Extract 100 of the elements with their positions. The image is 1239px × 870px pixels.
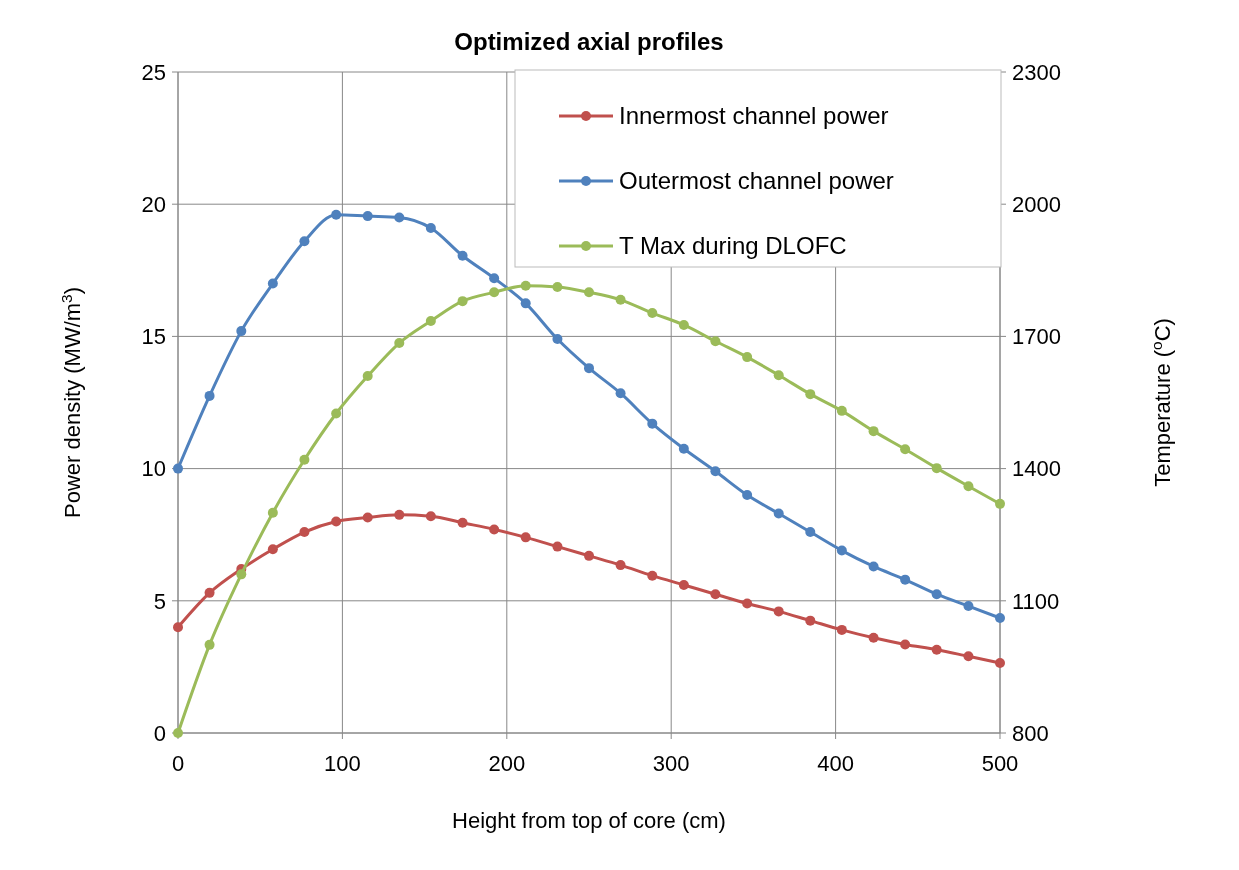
point	[520, 532, 531, 543]
y-tick-label: 0	[153, 720, 166, 746]
point	[552, 541, 563, 552]
point	[331, 516, 342, 527]
point	[678, 579, 689, 590]
point	[584, 363, 594, 374]
y2-tick-label: 2300	[1012, 59, 1061, 85]
chart-title: Optimized axial profiles	[454, 28, 724, 55]
point	[615, 388, 626, 399]
point	[710, 336, 721, 347]
point	[425, 223, 436, 233]
point	[552, 334, 563, 345]
point	[836, 624, 847, 635]
y2-tick-label: 1400	[1012, 456, 1061, 482]
point	[678, 319, 689, 330]
point	[963, 481, 974, 492]
x-tick-label: 300	[652, 751, 690, 776]
point	[267, 544, 278, 555]
point	[931, 589, 942, 600]
point	[995, 498, 1005, 509]
point	[742, 352, 753, 363]
point	[900, 639, 911, 650]
y2-tick-label: 1100	[1012, 588, 1060, 614]
point	[710, 589, 721, 600]
point	[931, 463, 942, 474]
point	[236, 326, 247, 337]
point	[805, 527, 816, 538]
point	[742, 490, 753, 501]
x-tick-label: 100	[324, 751, 361, 776]
point	[299, 236, 310, 247]
y2-tick-label: 2000	[1012, 191, 1061, 217]
point	[267, 507, 278, 518]
legend-label: T Max during DLOFC	[619, 232, 847, 260]
point	[773, 508, 784, 519]
x-tick-label: 400	[817, 751, 854, 776]
point	[836, 545, 847, 556]
point	[931, 644, 942, 655]
point	[647, 418, 658, 429]
x-axis-title: Height from top of core (cm)	[452, 808, 726, 833]
point	[963, 651, 974, 662]
point	[773, 370, 784, 381]
point	[900, 574, 911, 585]
point	[489, 273, 500, 284]
point	[457, 250, 468, 261]
point	[204, 587, 215, 598]
point	[995, 612, 1005, 623]
point	[204, 639, 215, 650]
point	[394, 509, 405, 520]
point	[394, 338, 405, 349]
point	[489, 287, 500, 298]
point	[425, 315, 436, 326]
point	[710, 466, 721, 477]
point	[394, 212, 405, 223]
y-tick-label: 5	[153, 588, 166, 614]
point	[489, 524, 500, 535]
point	[995, 657, 1005, 668]
legend-label: Innermost channel power	[619, 102, 889, 130]
point	[204, 390, 215, 401]
y-tick-label: 20	[141, 191, 166, 217]
point	[520, 280, 531, 291]
point	[331, 209, 342, 220]
y-tick-label: 15	[141, 324, 166, 350]
point	[836, 405, 847, 416]
point	[742, 598, 753, 609]
point	[552, 282, 563, 293]
point	[520, 298, 531, 309]
point	[236, 569, 247, 580]
point	[868, 561, 879, 572]
point	[868, 426, 879, 437]
point	[362, 371, 373, 382]
point	[773, 606, 784, 617]
point	[267, 278, 278, 289]
point	[900, 444, 911, 455]
point	[647, 308, 658, 319]
point	[963, 601, 974, 612]
point	[173, 622, 183, 633]
point	[299, 527, 310, 538]
x-tick-label: 500	[981, 751, 1019, 776]
point	[457, 296, 468, 307]
point	[362, 211, 373, 222]
y2-tick-label: 1700	[1012, 324, 1061, 350]
y2-tick-label: 800	[1012, 720, 1049, 746]
x-tick-label: 200	[488, 751, 526, 776]
point	[425, 511, 436, 522]
point	[331, 408, 342, 419]
point	[299, 454, 310, 465]
point	[868, 632, 879, 643]
legend-label: Outermost channel power	[619, 167, 894, 195]
point	[678, 443, 689, 454]
point	[457, 517, 468, 528]
point	[362, 512, 373, 523]
y-tick-label: 25	[141, 59, 166, 85]
x-tick-label: 0	[171, 751, 185, 776]
point	[584, 550, 594, 561]
point	[805, 389, 816, 400]
point	[647, 570, 658, 581]
point	[584, 287, 594, 298]
point	[805, 615, 816, 626]
point	[615, 560, 626, 571]
point	[615, 294, 626, 305]
